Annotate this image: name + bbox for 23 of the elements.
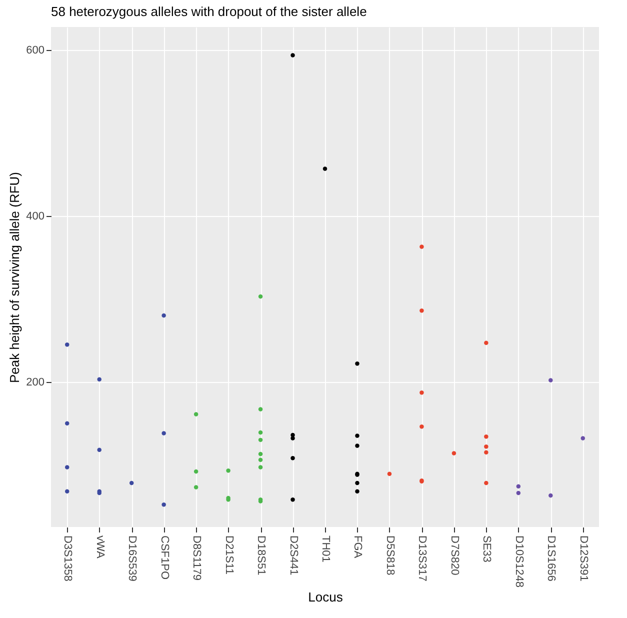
y-tick-label: 600 bbox=[26, 44, 44, 57]
x-tick-label: vWA bbox=[94, 536, 106, 559]
y-tick-label: 200 bbox=[26, 376, 44, 388]
x-tick-label: D5S818 bbox=[384, 536, 396, 576]
x-tick-label: D16S539 bbox=[126, 536, 138, 582]
y-tick-label: 400 bbox=[26, 210, 44, 223]
chart-title: 58 heterozygous alleles with dropout of the sister allele bbox=[51, 4, 367, 19]
x-tick-label: D21S11 bbox=[222, 536, 235, 574]
x-tick-label: D3S1358 bbox=[62, 536, 74, 582]
x-tick-label: D8S1179 bbox=[190, 536, 203, 581]
x-tick-label: D12S391 bbox=[577, 536, 590, 582]
x-tick-label: CSF1PO bbox=[158, 536, 170, 580]
x-tick-label: D7S820 bbox=[448, 536, 460, 576]
x-tick-label: D13S317 bbox=[416, 536, 428, 582]
x-tick-label: TH01 bbox=[320, 536, 332, 562]
x-tick-label: D2S441 bbox=[287, 536, 300, 576]
x-tick-label: D1S1656 bbox=[545, 536, 558, 582]
y-axis-title: Peak height of surviving allele (RFU) bbox=[7, 172, 22, 383]
x-tick-label: SE33 bbox=[480, 536, 493, 562]
x-tick-label: FGA bbox=[352, 536, 364, 559]
x-tick-label: D18S51 bbox=[255, 536, 268, 576]
x-axis-title: Locus bbox=[308, 589, 344, 604]
x-tick-label: D10S1248 bbox=[512, 536, 525, 588]
